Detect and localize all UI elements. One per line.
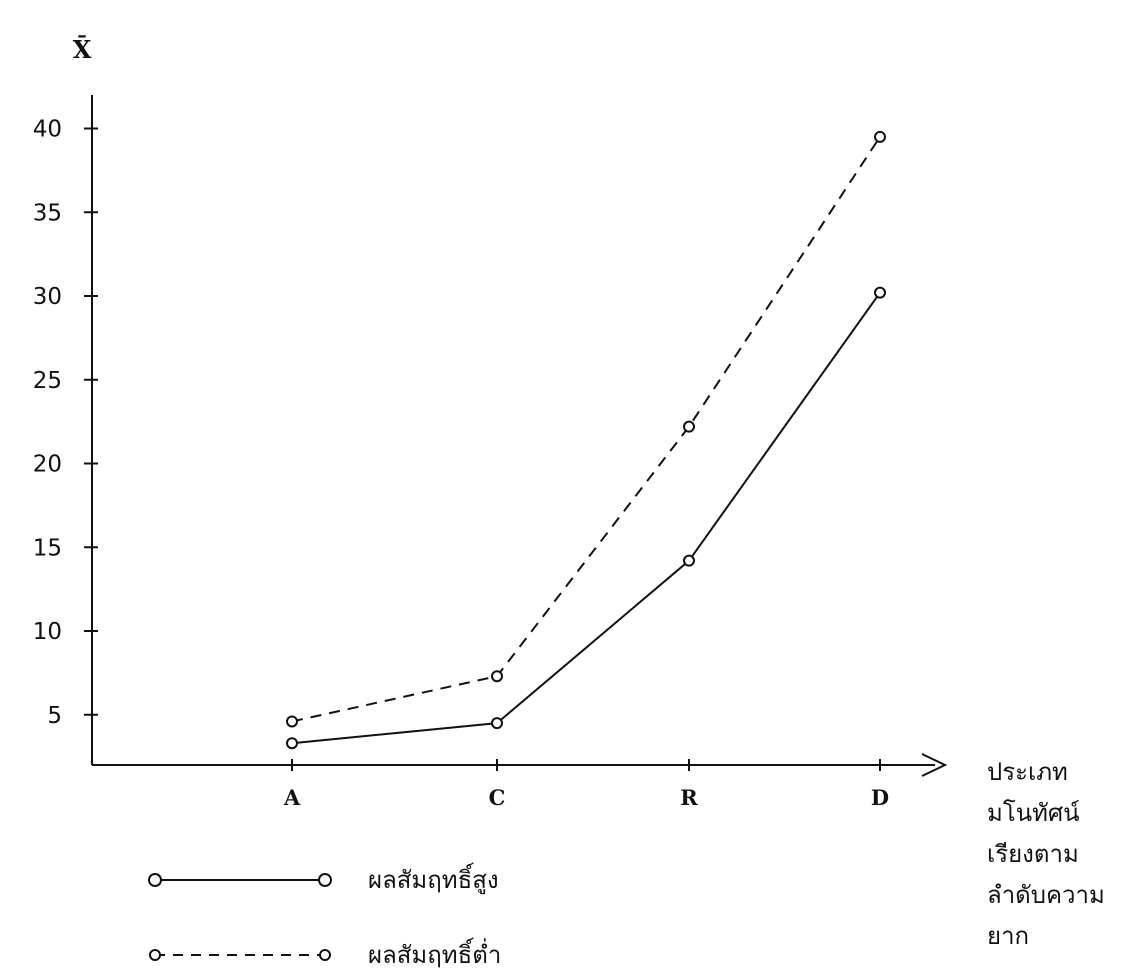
series-line-solid xyxy=(291,292,881,745)
y-tick-label: 15 xyxy=(33,535,62,561)
data-point-solid xyxy=(491,717,503,730)
x-axis-title-line-3: เรียงตาม xyxy=(987,840,1079,868)
y-tick-label: 20 xyxy=(33,452,62,478)
y-tick-label: 10 xyxy=(33,619,62,645)
x-tick-label: A xyxy=(283,785,301,810)
legend-marker xyxy=(149,949,161,961)
legend-marker xyxy=(148,873,162,887)
y-tick-label: 5 xyxy=(47,703,62,729)
x-axis-arrow-icon xyxy=(921,753,948,777)
x-axis-title-line-5: ยาก xyxy=(987,922,1029,950)
x-tick-label: D xyxy=(871,785,889,810)
data-point-solid xyxy=(286,737,298,750)
data-point-dashed xyxy=(874,130,886,143)
y-tick-label: 35 xyxy=(33,200,62,226)
data-point-dashed xyxy=(491,670,503,683)
x-axis-title-line-2: มโนทัศน์ xyxy=(987,799,1080,827)
x-axis-title-line-1: ประเภท xyxy=(987,758,1068,786)
legend-label-high: ผลสัมฤทธิ์สูง xyxy=(368,862,499,895)
x-axis-title: ประเภท มโนทัศน์ เรียงตาม ลำดับความ ยาก xyxy=(987,758,1112,950)
x-axis-title-line-4: ลำดับความ xyxy=(987,881,1105,909)
legend-marker xyxy=(318,873,332,887)
x-tick-label: R xyxy=(680,785,698,810)
legend-marker xyxy=(319,949,331,961)
y-tick-label: 25 xyxy=(33,368,62,394)
series-layer xyxy=(286,130,886,750)
legend-label-low: ผลสัมฤทธิ์ต่ำ xyxy=(368,937,501,969)
y-tick-label: 30 xyxy=(33,284,62,310)
data-point-dashed xyxy=(286,715,298,728)
data-point-solid xyxy=(874,286,886,299)
series-line-dashed xyxy=(291,136,881,723)
y-ticks: 5 10 15 20 25 30 35 40 xyxy=(33,117,98,729)
y-tick-label: 40 xyxy=(33,117,62,143)
data-point-dashed xyxy=(683,420,695,433)
data-point-solid xyxy=(683,554,695,567)
legend: ผลสัมฤทธิ์สูง ผลสัมฤทธิ์ต่ำ xyxy=(148,862,501,969)
y-axis-title: X̄ xyxy=(73,35,92,64)
x-tick-label: C xyxy=(489,785,506,810)
